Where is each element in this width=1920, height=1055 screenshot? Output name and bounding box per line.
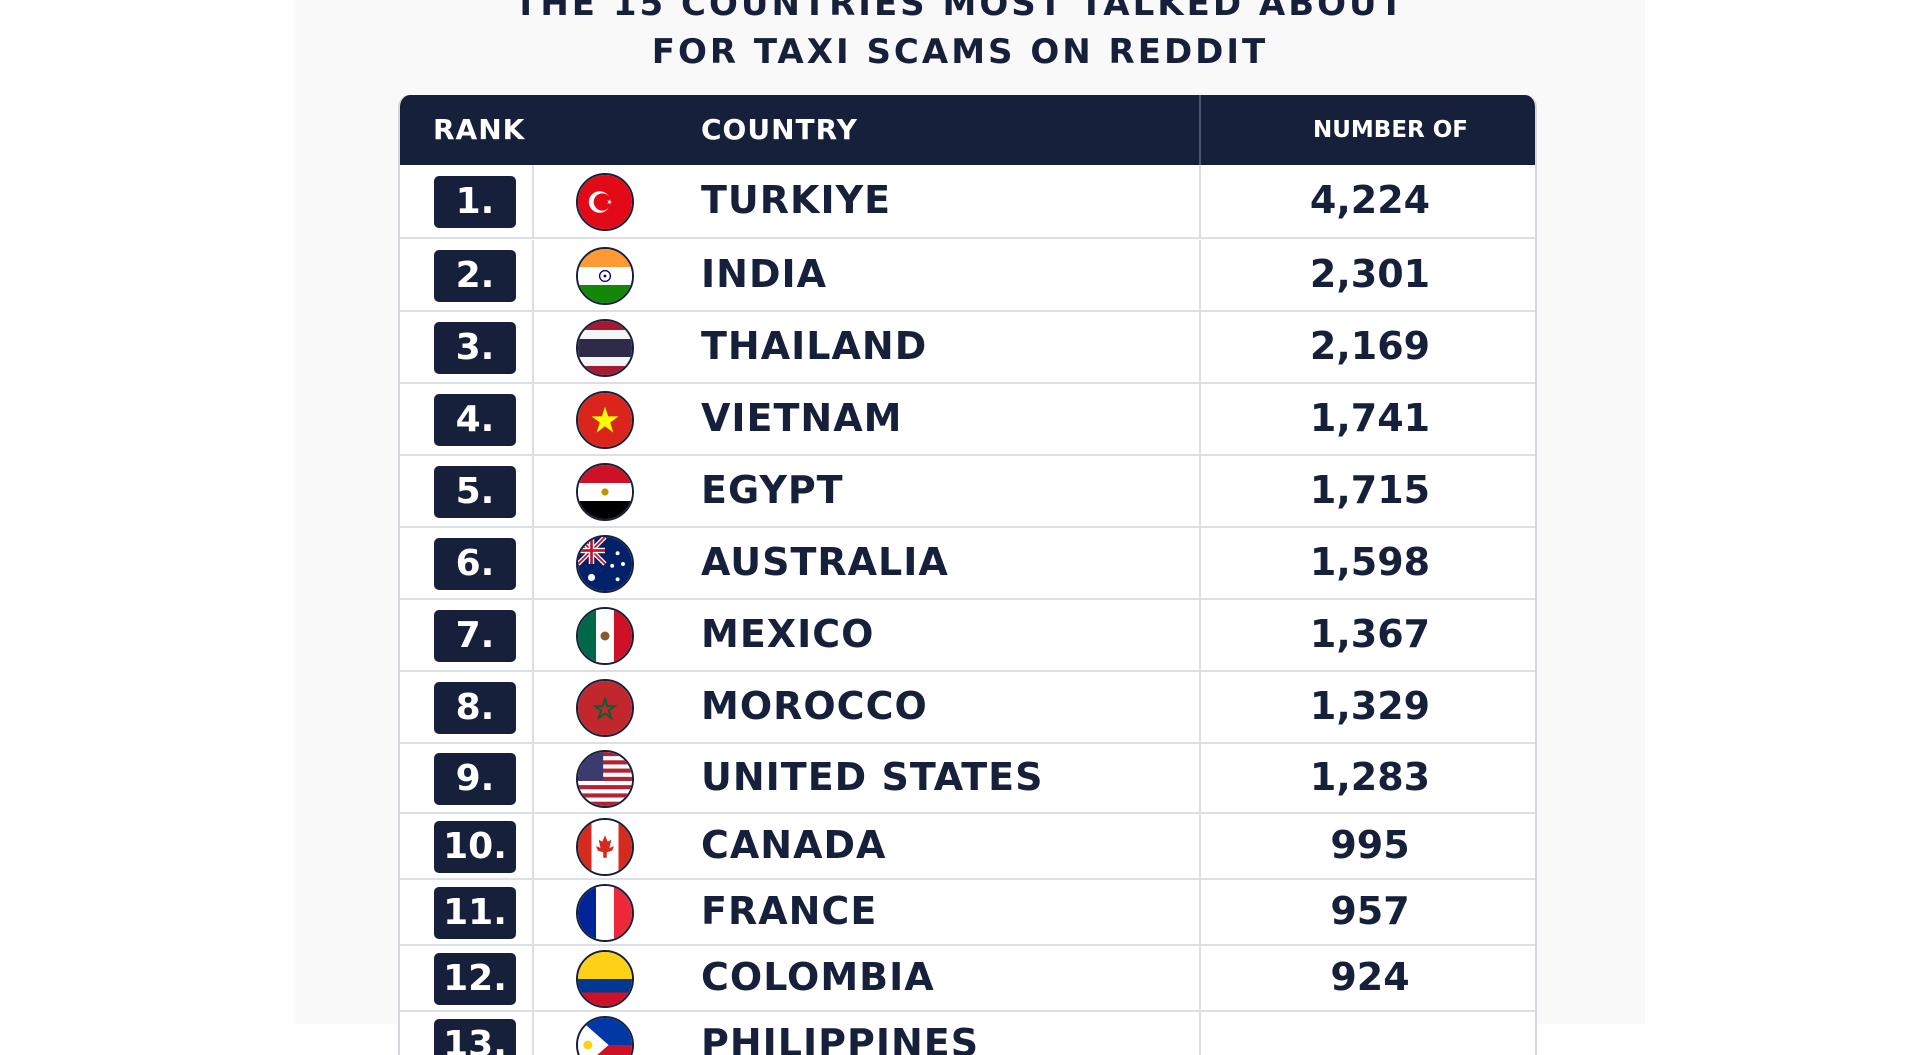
country-name: MEXICO [701,612,875,656]
column-divider [532,880,534,944]
vietnam-flag-icon [576,391,634,449]
rank-badge: 2. [434,250,516,302]
mention-count: 1,741 [1309,396,1431,440]
country-name: INDIA [701,252,828,296]
chart-title-line-1: THE 15 COUNTRIES MOST TALKED ABOUT [514,0,1406,24]
philippines-flag-icon [576,1016,634,1055]
country-name: EGYPT [701,468,844,512]
country-name: AUSTRALIA [701,540,949,584]
table-row: 12. COLOMBIA 924 [400,946,1535,1012]
ranking-table: RANK COUNTRY NUMBER OF MENTIONS 1. TURKIY… [398,95,1537,1055]
column-divider [1199,880,1201,944]
column-divider [532,312,534,382]
morocco-flag-icon [576,679,634,737]
rank-badge: 8. [434,682,516,734]
column-divider [532,384,534,454]
table-row: 6. AUSTRALIA 1,598 [400,528,1535,600]
column-divider [532,165,534,237]
column-divider [1199,528,1201,598]
column-divider [532,456,534,526]
column-divider [532,814,534,878]
country-name: CANADA [701,823,887,867]
country-name: MOROCCO [701,684,928,728]
country-name: COLOMBIA [701,955,935,999]
usa-flag-icon [576,750,634,808]
rank-badge: 12. [434,953,516,1005]
mention-count: 1,329 [1309,684,1431,728]
column-divider [1199,240,1201,310]
country-name: VIETNAM [701,396,903,440]
column-divider [1199,456,1201,526]
table-row: 5. EGYPT 1,715 [400,456,1535,528]
rank-badge: 9. [434,753,516,805]
rank-badge: 4. [434,394,516,446]
mention-count: 2,169 [1309,324,1431,368]
egypt-flag-icon [576,463,634,521]
column-divider [1199,600,1201,670]
header-divider [1199,95,1201,165]
mention-count: 995 [1330,823,1410,867]
canada-flag-icon [576,818,634,876]
thailand-flag-icon [576,319,634,377]
header-country: COUNTRY [701,113,858,146]
column-divider [532,946,534,1010]
column-divider [532,600,534,670]
mention-count: 1,715 [1309,468,1431,512]
country-name: PHILIPPINES [701,1021,980,1055]
rank-badge: 1. [434,176,516,228]
column-divider [1199,814,1201,878]
header-rank: RANK [433,113,526,146]
rank-badge: 13. [434,1019,516,1055]
table-row: 8. MOROCCO 1,329 [400,672,1535,744]
column-divider [1199,384,1201,454]
column-divider [1199,946,1201,1010]
mention-count: 1,283 [1309,755,1431,799]
country-name: TURKIYE [701,178,892,222]
column-divider [1199,312,1201,382]
country-name: UNITED STATES [701,755,1044,799]
mention-count: 1,367 [1309,612,1431,656]
column-divider [532,672,534,742]
mention-count: 2,301 [1309,252,1431,296]
mention-count: 957 [1330,889,1410,933]
table-row: 1. TURKIYE 4,224 [400,165,1535,239]
australia-flag-icon [576,535,634,593]
column-divider [1199,744,1201,812]
table-row: 2. INDIA 2,301 [400,240,1535,312]
rank-badge: 5. [434,466,516,518]
rank-badge: 6. [434,538,516,590]
table-row: 7. MEXICO 1,367 [400,600,1535,672]
table-row: 3. THAILAND 2,169 [400,312,1535,384]
rank-badge: 11. [434,887,516,939]
mention-count: 1,598 [1309,540,1431,584]
mexico-flag-icon [576,607,634,665]
mention-count: 924 [1330,955,1410,999]
column-divider [1199,672,1201,742]
header-mentions: NUMBER OF MENTIONS [1312,117,1469,213]
mention-count: 4,224 [1309,178,1431,222]
column-divider [532,528,534,598]
table-header: RANK COUNTRY NUMBER OF MENTIONS [400,95,1535,213]
colombia-flag-icon [576,950,634,1008]
column-divider [532,1012,534,1055]
india-flag-icon [576,247,634,305]
chart-title-line-2: FOR TAXI SCAMS ON REDDIT [651,32,1269,72]
rank-badge: 3. [434,322,516,374]
table-row: 10. CANADA 995 [400,814,1535,880]
france-flag-icon [576,884,634,942]
table-row: 13. PHILIPPINES [400,1012,1535,1055]
rank-badge: 7. [434,610,516,662]
column-divider [532,240,534,310]
table-row: 4. VIETNAM 1,741 [400,384,1535,456]
column-divider [532,744,534,812]
table-row: 11. FRANCE 957 [400,880,1535,946]
column-divider [1199,165,1201,237]
turkey-flag-icon [576,173,634,231]
country-name: THAILAND [701,324,928,368]
column-divider [1199,1012,1201,1055]
country-name: FRANCE [701,889,878,933]
rank-badge: 10. [434,821,516,873]
table-row: 9. UNITED STATES 1,283 [400,744,1535,814]
